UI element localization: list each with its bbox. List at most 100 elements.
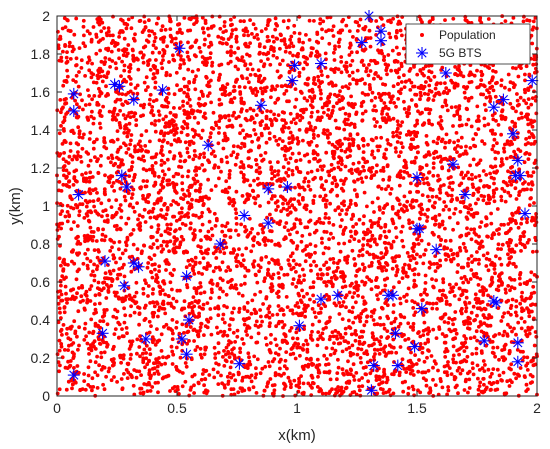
population-point xyxy=(422,320,427,325)
population-point xyxy=(203,37,207,42)
population-point xyxy=(456,263,460,267)
population-point xyxy=(497,232,501,236)
population-point xyxy=(87,137,92,141)
population-point xyxy=(366,92,370,97)
population-point xyxy=(83,321,88,326)
population-point xyxy=(426,92,430,97)
population-point xyxy=(188,226,193,231)
population-point xyxy=(263,89,268,93)
population-point xyxy=(455,221,460,226)
population-point xyxy=(511,262,516,266)
population-point xyxy=(258,204,262,208)
population-point xyxy=(489,282,494,287)
population-point xyxy=(97,249,101,254)
population-point xyxy=(443,239,448,243)
population-point xyxy=(125,101,130,105)
population-point xyxy=(425,219,429,223)
population-point xyxy=(109,277,114,281)
population-point xyxy=(152,253,157,257)
population-point xyxy=(211,367,216,372)
population-point xyxy=(512,250,517,254)
population-point xyxy=(106,26,111,30)
population-point xyxy=(451,344,456,349)
population-point xyxy=(141,45,146,50)
population-point xyxy=(366,238,370,243)
population-point xyxy=(433,215,437,220)
population-point xyxy=(121,334,126,339)
population-point xyxy=(292,378,297,383)
population-point xyxy=(390,266,395,271)
population-point xyxy=(185,50,190,55)
population-point xyxy=(276,113,281,117)
population-point xyxy=(124,150,129,155)
population-point xyxy=(284,89,289,93)
population-point xyxy=(320,391,325,396)
population-point xyxy=(420,20,424,25)
population-point xyxy=(182,16,187,20)
population-point xyxy=(382,229,387,234)
population-point xyxy=(370,260,374,265)
population-point xyxy=(218,26,223,31)
population-point xyxy=(379,98,384,103)
population-point xyxy=(464,249,469,253)
population-point xyxy=(361,63,366,68)
population-point xyxy=(322,196,326,201)
population-point xyxy=(278,62,282,67)
population-point xyxy=(217,14,222,19)
population-point xyxy=(282,92,287,96)
population-point xyxy=(359,360,363,365)
population-point xyxy=(89,317,94,322)
population-point xyxy=(155,238,159,243)
population-point xyxy=(478,18,482,23)
population-point xyxy=(517,116,521,121)
population-point xyxy=(309,373,314,378)
population-point xyxy=(57,369,61,374)
population-point xyxy=(449,248,453,253)
population-point xyxy=(289,326,294,330)
population-point xyxy=(268,117,273,122)
population-point xyxy=(65,74,70,79)
population-point xyxy=(237,114,241,119)
population-point xyxy=(405,114,410,119)
population-point xyxy=(112,375,116,379)
population-point xyxy=(447,366,452,370)
population-point xyxy=(103,56,108,60)
population-point xyxy=(425,355,429,360)
population-point xyxy=(442,320,447,324)
population-point xyxy=(309,140,314,144)
population-point xyxy=(169,142,174,147)
population-point xyxy=(283,177,287,182)
population-point xyxy=(430,194,435,199)
population-point xyxy=(508,306,513,310)
population-point xyxy=(355,20,360,25)
population-point xyxy=(405,208,409,213)
population-point xyxy=(372,210,376,214)
population-point xyxy=(264,85,269,90)
population-point xyxy=(406,321,411,326)
population-point xyxy=(163,311,168,316)
population-point xyxy=(288,156,293,161)
population-point xyxy=(182,159,187,164)
population-point xyxy=(222,364,227,368)
population-point xyxy=(307,38,312,42)
population-point xyxy=(222,320,227,325)
population-point xyxy=(459,346,463,350)
population-point xyxy=(87,330,92,335)
population-point xyxy=(407,221,412,226)
population-point xyxy=(519,326,524,331)
population-point xyxy=(373,95,378,100)
population-point xyxy=(423,273,428,278)
population-point xyxy=(446,168,451,173)
population-point xyxy=(328,201,332,206)
population-point xyxy=(226,37,231,41)
population-point xyxy=(343,111,348,116)
population-point xyxy=(134,118,139,122)
population-point xyxy=(311,280,316,285)
population-point xyxy=(152,173,157,178)
population-point xyxy=(517,193,521,198)
population-point xyxy=(226,61,231,66)
population-point xyxy=(233,162,238,167)
population-point xyxy=(469,237,474,242)
population-point xyxy=(99,114,104,118)
population-point xyxy=(451,357,455,362)
